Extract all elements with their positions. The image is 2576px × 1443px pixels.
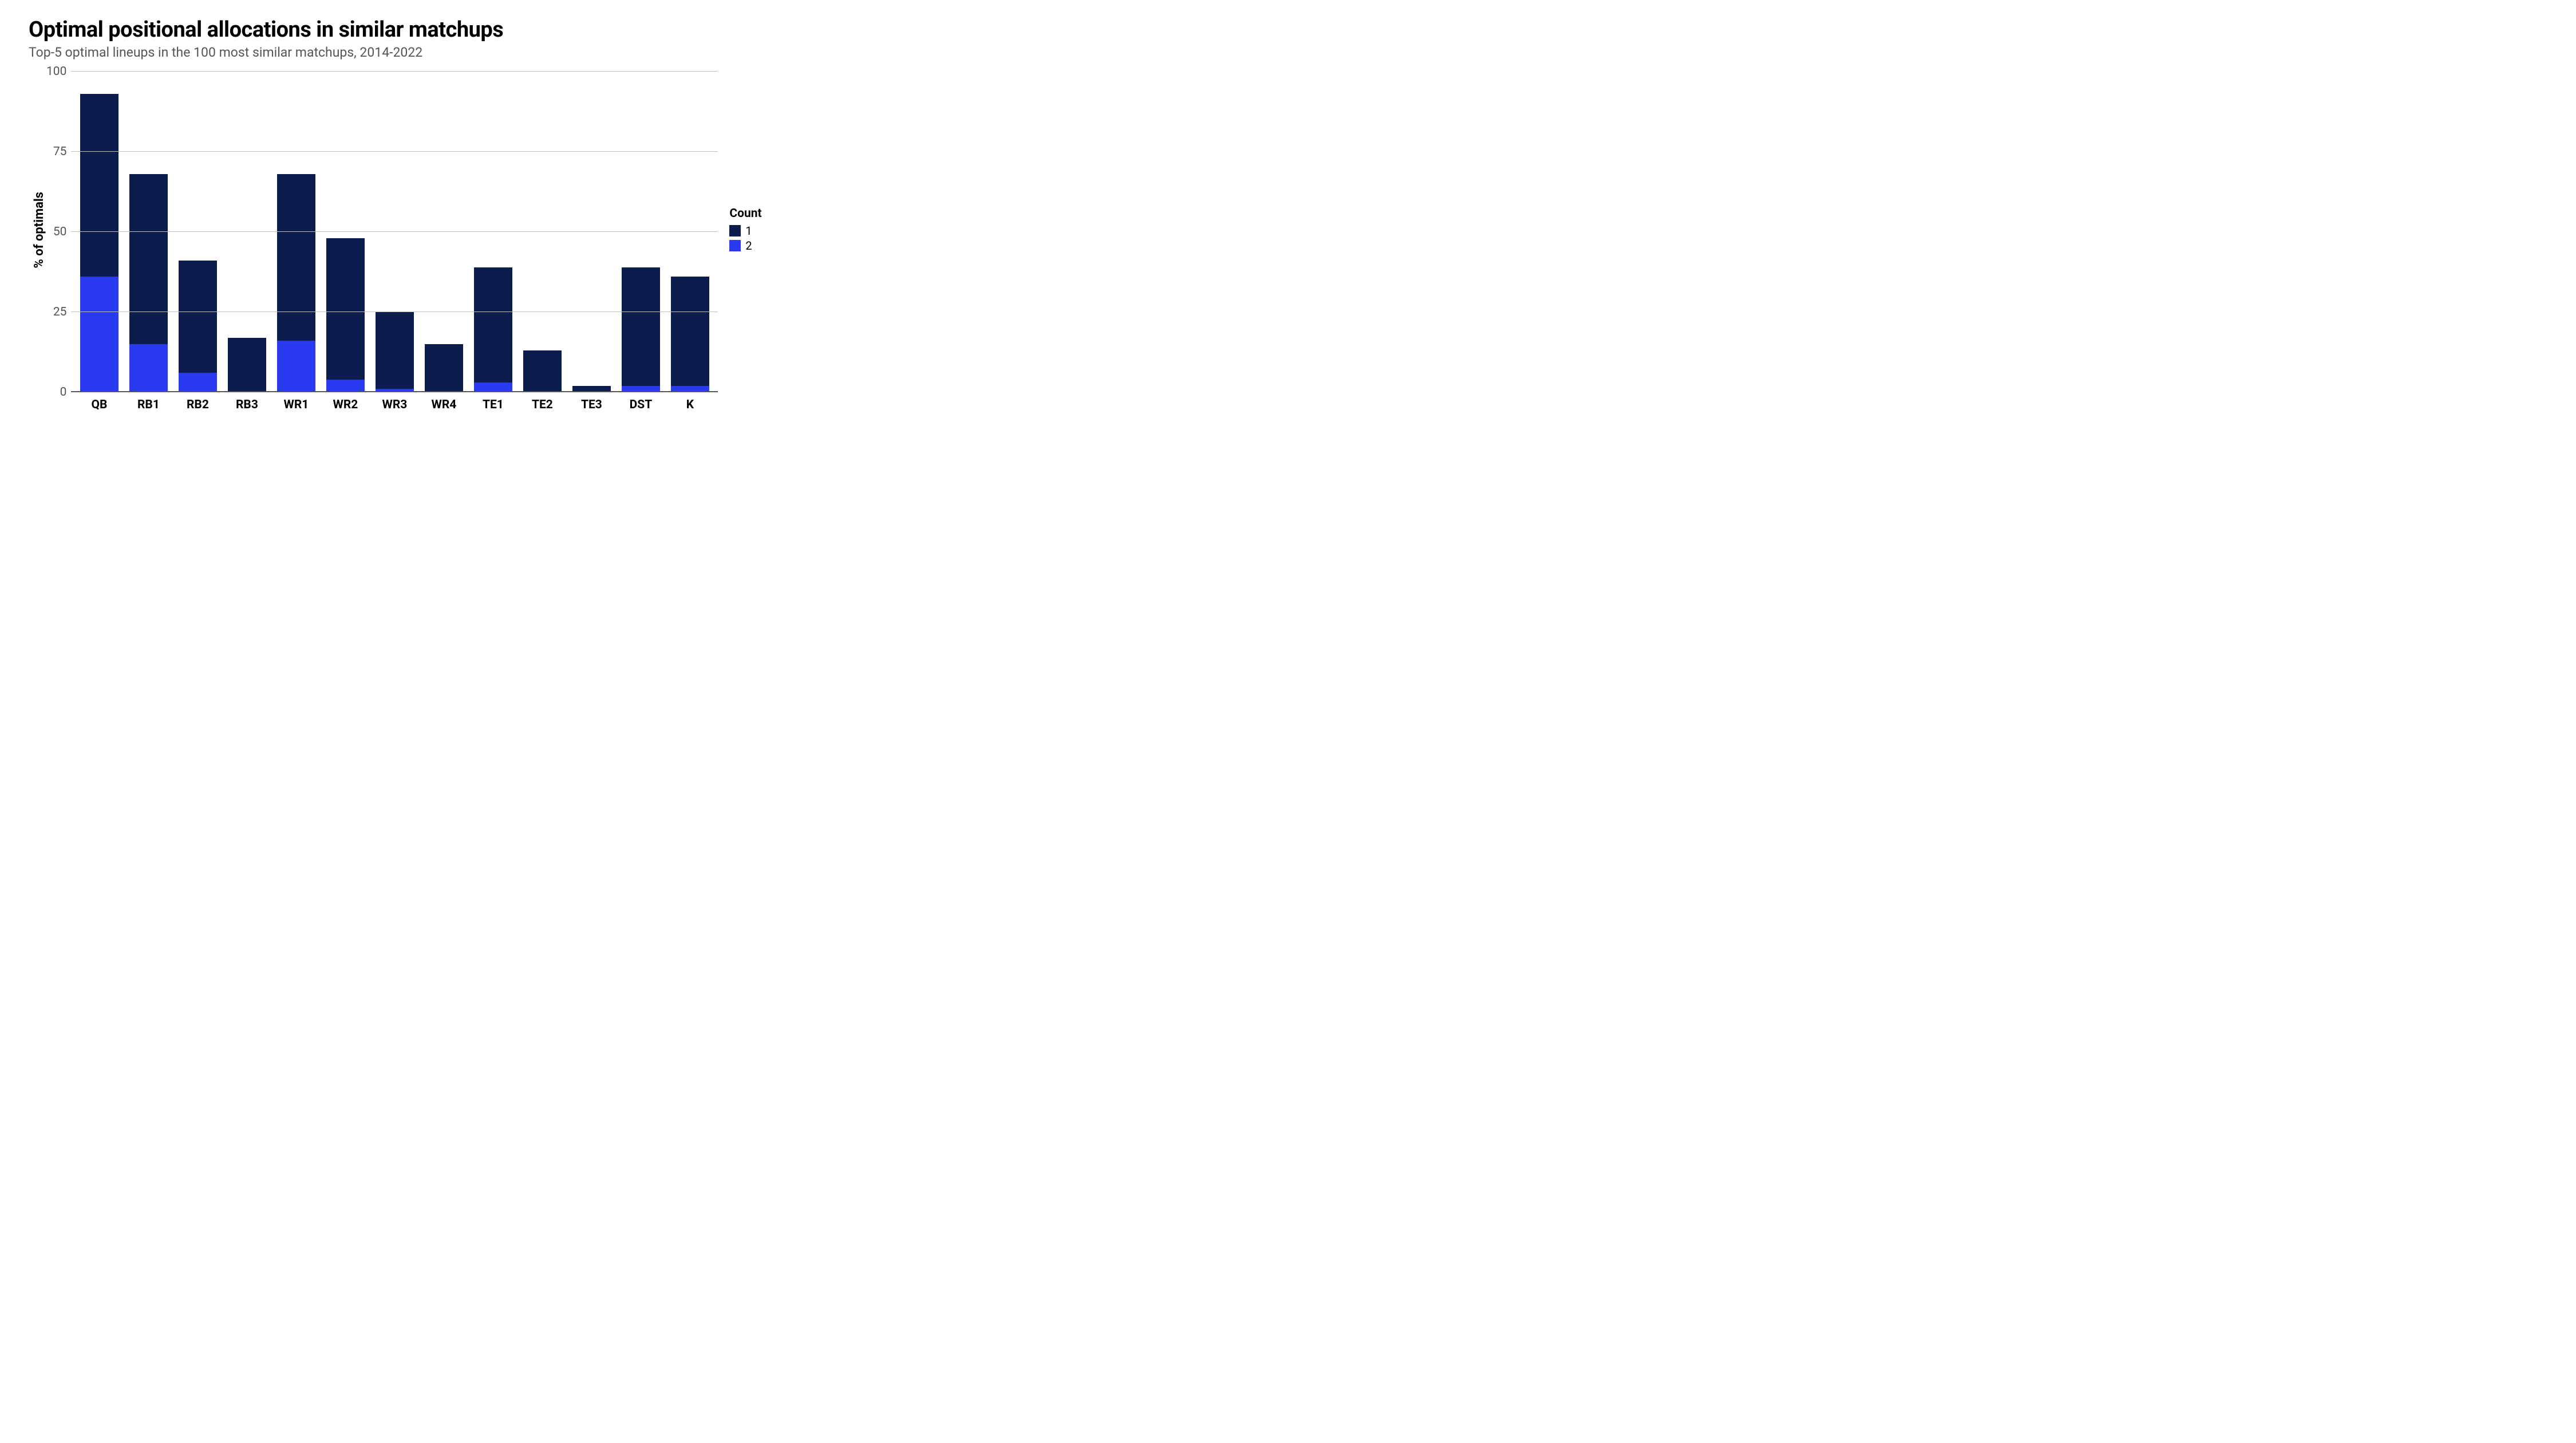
x-tick-label: TE2 <box>521 398 563 412</box>
bars-container <box>71 72 718 392</box>
gridline <box>71 151 718 152</box>
bar <box>129 174 168 392</box>
bar-slot <box>127 72 169 392</box>
bar-slot <box>472 72 514 392</box>
legend-item: 1 <box>729 224 761 238</box>
bar-segment <box>376 312 414 389</box>
chart-subtitle: Top-5 optimal lineups in the 100 most si… <box>29 45 836 60</box>
legend-swatch <box>729 240 741 251</box>
chart-title: Optimal positional allocations in simila… <box>29 17 836 42</box>
bar-segment <box>277 174 315 341</box>
bar-slot <box>570 72 613 392</box>
bar <box>80 94 118 392</box>
bar-segment <box>474 267 512 383</box>
bar-slot <box>619 72 662 392</box>
bar <box>671 277 709 392</box>
bar-segment <box>80 277 118 392</box>
x-tick-label: TE1 <box>472 398 514 412</box>
x-axis-labels: QB RB1 RB2 RB3 WR1 WR2 WR3 WR4 TE1 TE2 TE3 DST K <box>71 392 718 412</box>
x-tick-label: RB3 <box>226 398 268 412</box>
bar-segment <box>179 373 217 392</box>
x-tick-label: TE3 <box>570 398 613 412</box>
bar-segment <box>129 174 168 344</box>
plot-area <box>71 72 718 392</box>
bar <box>277 174 315 392</box>
x-tick-label: K <box>669 398 711 412</box>
bar-slot <box>669 72 711 392</box>
y-axis-label: % of optimals <box>29 192 46 269</box>
bar-segment <box>326 238 365 379</box>
bar-segment <box>129 344 168 392</box>
legend-item: 2 <box>729 239 761 253</box>
bar <box>523 350 562 392</box>
bar-slot <box>78 72 120 392</box>
bar-slot <box>275 72 317 392</box>
x-tick-label: WR4 <box>422 398 465 412</box>
bar-segment <box>326 380 365 392</box>
bar-segment <box>671 277 709 385</box>
bar <box>376 312 414 392</box>
x-tick-label: WR1 <box>275 398 317 412</box>
bar <box>326 238 365 392</box>
bar-slot <box>422 72 465 392</box>
bar-segment <box>228 338 266 392</box>
bar-segment <box>425 344 463 392</box>
bar-slot <box>324 72 366 392</box>
bar-segment <box>523 350 562 392</box>
x-tick-label: RB2 <box>176 398 219 412</box>
legend: Count 12 <box>729 207 761 254</box>
x-tick-label: RB1 <box>127 398 169 412</box>
bar-slot <box>226 72 268 392</box>
legend-swatch <box>729 225 741 236</box>
chart-area: % of optimals 1007550250 QB RB1 RB2 RB3 WR1 W… <box>29 72 836 412</box>
plot-column: QB RB1 RB2 RB3 WR1 WR2 WR3 WR4 TE1 TE2 TE3 DST K <box>71 72 718 412</box>
legend-title: Count <box>729 207 761 220</box>
chart-page: Optimal positional allocations in simila… <box>0 0 859 481</box>
bar <box>425 344 463 392</box>
bar-slot <box>521 72 563 392</box>
x-tick-label: WR2 <box>324 398 366 412</box>
bar-slot <box>176 72 219 392</box>
bar-segment <box>622 267 660 386</box>
bar <box>474 267 512 392</box>
bar <box>622 267 660 392</box>
bar-segment <box>277 341 315 392</box>
x-tick-label: WR3 <box>373 398 416 412</box>
gridline <box>71 231 718 232</box>
legend-items: 12 <box>729 224 761 253</box>
gridline <box>71 71 718 72</box>
bar-segment <box>80 94 118 277</box>
bar-segment <box>179 261 217 373</box>
bar-slot <box>373 72 416 392</box>
bar <box>179 261 217 392</box>
legend-label: 2 <box>745 239 752 253</box>
x-tick-label: QB <box>78 398 120 412</box>
x-tick-label: DST <box>619 398 662 412</box>
legend-label: 1 <box>745 224 752 238</box>
y-axis: 1007550250 <box>46 72 71 392</box>
bar <box>228 338 266 392</box>
x-axis-line <box>71 391 718 392</box>
